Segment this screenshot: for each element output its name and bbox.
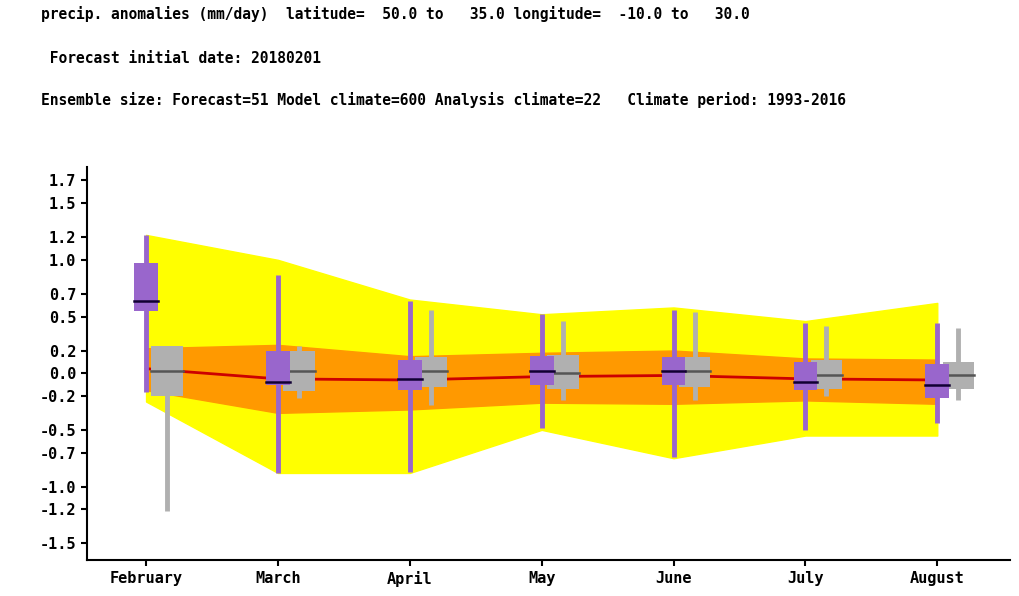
Bar [415, 358, 446, 387]
Bar [529, 356, 553, 384]
Text: Forecast initial date: 20180201: Forecast initial date: 20180201 [41, 51, 321, 66]
Bar [942, 362, 973, 389]
Text: Ensemble size: Forecast=51 Model climate=600 Analysis climate=22   Climate perio: Ensemble size: Forecast=51 Model climate… [41, 92, 845, 108]
Bar [924, 364, 949, 398]
Bar [678, 358, 710, 387]
Bar [397, 359, 421, 390]
Bar [546, 355, 578, 389]
Bar [793, 362, 816, 390]
Text: precip. anomalies (mm/day)  latitude=  50.0 to   35.0 longitude=  -10.0 to   30.: precip. anomalies (mm/day) latitude= 50.… [41, 6, 749, 22]
Bar [135, 263, 158, 311]
Bar [151, 346, 182, 396]
Bar [266, 350, 289, 384]
Bar [661, 358, 685, 384]
Bar [283, 350, 315, 392]
Bar [810, 359, 842, 389]
